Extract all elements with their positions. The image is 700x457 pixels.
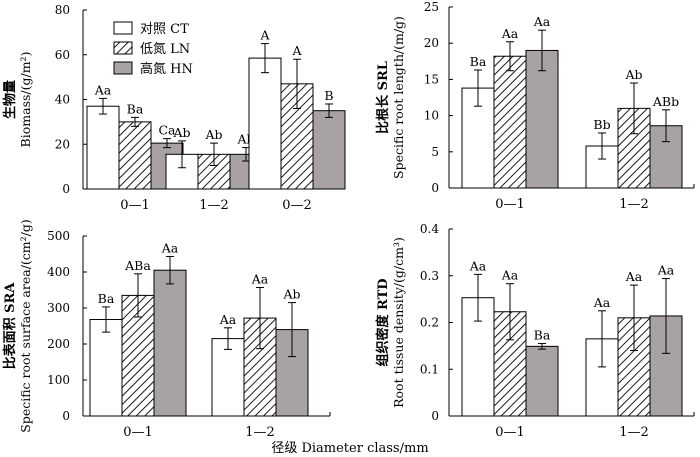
- biomass-significance-label: Ca: [158, 123, 176, 138]
- sra-significance-label: Ab: [282, 287, 300, 302]
- srl-significance-label: Bb: [593, 117, 610, 132]
- sra-y-tick-label: 200: [47, 337, 70, 351]
- biomass-bar-ln: [118, 121, 152, 190]
- srl-bar-hn: [649, 125, 683, 189]
- rtd-significance-label: Aa: [625, 269, 643, 284]
- sra-significance-label: Aa: [161, 241, 179, 256]
- x-axis-title: 径级 Diameter class/mm: [271, 441, 428, 456]
- sra-bar-hn: [153, 269, 187, 417]
- srl-y-axis-title-en: Specific root length/(m/g): [391, 16, 406, 179]
- biomass-category-label: 0—1: [120, 198, 150, 213]
- biomass-significance-label: B: [324, 88, 333, 103]
- legend-swatch-ln: [113, 41, 133, 55]
- rtd-y-tick-label: 0: [431, 409, 439, 423]
- rtd-category-label: 0—1: [495, 425, 525, 440]
- biomass-bar-ct: [86, 105, 120, 190]
- biomass-significance-label: A: [291, 43, 302, 58]
- rtd-significance-label: Aa: [469, 258, 487, 273]
- biomass-significance-label: Ba: [127, 101, 144, 116]
- srl-category-label: 0—1: [495, 197, 525, 212]
- biomass-chart: 0 20 40 60 80 生物量 Biomass/(g/m²) Aa Ba Ca 0—1 Ab Ab A…: [2, 3, 346, 213]
- srl-category-label: 1—2: [619, 197, 649, 212]
- biomass-y-tick-label: 0: [62, 182, 70, 196]
- srl-significance-label: Ab: [624, 67, 642, 82]
- biomass-category-label: 0—2: [282, 198, 312, 213]
- rtd-category-label: 1—2: [619, 425, 649, 440]
- rtd-significance-label: Aa: [657, 263, 675, 278]
- rtd-significance-label: Aa: [501, 268, 519, 283]
- legend-swatch-ct: [113, 21, 133, 35]
- biomass-y-tick-label: 80: [55, 3, 70, 17]
- rtd-significance-label: Ba: [534, 328, 551, 343]
- biomass-bar-hn: [312, 110, 346, 190]
- sra-category-label: 1—2: [245, 425, 275, 440]
- srl-y-tick-label: 25: [424, 0, 439, 14]
- srl-significance-label: Aa: [533, 14, 551, 29]
- rtd-y-tick-label: 0.4: [420, 222, 439, 236]
- sra-bar-ct: [89, 319, 123, 417]
- sra-significance-label: Ba: [98, 291, 115, 306]
- srl-y-axis-title-cn: 比根长 SRL: [375, 61, 391, 134]
- biomass-y-axis-title-en: Biomass/(g/m²): [18, 52, 33, 148]
- sra-bar-hn: [275, 329, 309, 417]
- sra-chart: 0 100 200 300 400 500 比表面积 SRA Specific root su…: [2, 219, 331, 440]
- srl-y-tick-label: 20: [424, 36, 439, 50]
- srl-significance-label: ABb: [652, 94, 679, 109]
- sra-y-tick-label: 0: [62, 409, 70, 423]
- srl-y-tick-label: 15: [424, 72, 439, 86]
- srl-y-tick-label: 5: [431, 145, 439, 159]
- biomass-y-axis-title-cn: 生物量: [2, 80, 18, 119]
- legend-label-hn: 高氮 HN: [140, 61, 193, 77]
- srl-bar-ln: [493, 55, 527, 189]
- biomass-y-tick-label: 20: [55, 137, 70, 151]
- biomass-significance-label: Ab: [172, 125, 190, 140]
- legend-label-ln: 低氮 LN: [140, 42, 190, 57]
- rtd-bar-hn: [525, 345, 559, 417]
- sra-significance-label: ABa: [124, 258, 151, 273]
- rtd-chart: 0 0.1 0.2 0.3 0.4 组织密度 RTD Root tissue density…: [375, 222, 695, 440]
- rtd-y-axis-title-en: Root tissue density/(g/cm³): [391, 237, 406, 408]
- sra-y-axis-title-cn: 比表面积 SRA: [2, 282, 18, 370]
- sra-bar-ct: [211, 338, 245, 417]
- sra-y-tick-label: 100: [47, 373, 70, 387]
- sra-significance-label: Aa: [219, 312, 237, 327]
- sra-significance-label: Aa: [251, 271, 269, 286]
- srl-y-tick-label: 10: [424, 109, 439, 123]
- sra-y-axis-title-en: Specific root surface area/(cm²/g): [18, 219, 33, 433]
- biomass-bar-ct: [248, 57, 282, 190]
- srl-chart: 0 5 10 15 20 25 比根长 SRL Specific root length/(m…: [375, 0, 695, 212]
- biomass-significance-label: Aa: [94, 82, 112, 97]
- rtd-significance-label: Aa: [593, 295, 611, 310]
- biomass-significance-label: Ab: [204, 127, 222, 142]
- biomass-significance-label: A: [259, 28, 270, 43]
- rtd-y-axis-title-cn: 组织密度 RTD: [375, 278, 391, 366]
- sra-y-tick-label: 300: [47, 301, 70, 315]
- rtd-y-tick-label: 0.2: [420, 316, 439, 330]
- rtd-y-tick-label: 0.1: [420, 362, 439, 376]
- sra-y-tick-label: 400: [47, 265, 70, 279]
- biomass-category-label: 1—2: [199, 198, 229, 213]
- srl-significance-label: Ba: [470, 54, 487, 69]
- legend: 对照 CT 低氮 LN 高氮 HN: [113, 21, 193, 77]
- srl-y-tick-label: 0: [431, 181, 439, 195]
- sra-category-label: 0—1: [123, 425, 153, 440]
- rtd-y-tick-label: 0.3: [420, 269, 439, 283]
- sra-y-tick-label: 500: [47, 229, 70, 243]
- biomass-y-tick-label: 60: [55, 48, 70, 62]
- srl-significance-label: Aa: [501, 26, 519, 41]
- legend-swatch-hn: [113, 61, 133, 75]
- legend-label-ct: 对照 CT: [140, 22, 189, 37]
- biomass-y-tick-label: 40: [55, 93, 70, 107]
